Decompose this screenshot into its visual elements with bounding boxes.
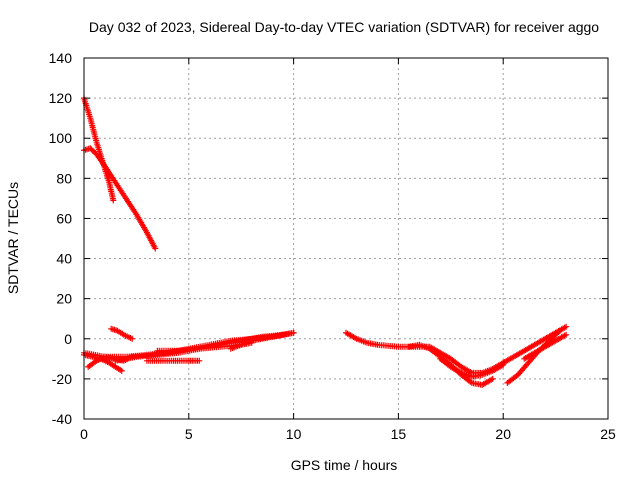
y-tick-label: 140 xyxy=(49,50,73,66)
data-point xyxy=(152,245,159,252)
series-seg-afternoon-a xyxy=(343,329,507,376)
series-seg-short-a xyxy=(108,325,136,342)
data-point xyxy=(280,331,287,338)
plot-frame xyxy=(83,57,609,420)
series-seg-morning-e xyxy=(227,331,287,352)
grid-lines xyxy=(84,58,608,419)
series-seg-morning-c xyxy=(143,357,203,364)
x-tick-label: 10 xyxy=(286,426,302,442)
x-tick-label: 0 xyxy=(80,426,88,442)
axis-ticks: 0 5 10 15 20 25 -40 -20 0 20 40 60 80 100 120 140 xyxy=(49,50,616,442)
data-point xyxy=(555,329,562,335)
data-point xyxy=(129,335,136,342)
x-tick-label: 15 xyxy=(391,426,407,442)
y-tick-label: 60 xyxy=(56,210,72,226)
data-point xyxy=(563,323,570,330)
series-seg-afternoon-c xyxy=(437,355,507,380)
x-tick-label: 5 xyxy=(185,426,193,442)
y-tick-label: 40 xyxy=(56,251,72,267)
data-point xyxy=(563,331,570,338)
y-tick-label: -40 xyxy=(52,411,72,427)
y-axis-title: SDTVAR / TECUs xyxy=(5,182,21,294)
data-layer xyxy=(81,95,570,388)
data-point xyxy=(110,197,117,204)
y-tick-label: 20 xyxy=(56,291,72,307)
x-axis-title: GPS time / hours xyxy=(291,457,398,473)
y-tick-label: 100 xyxy=(49,130,73,146)
x-tick-label: 20 xyxy=(495,426,511,442)
series-seg-evening-a xyxy=(500,323,570,366)
y-tick-label: -20 xyxy=(52,371,72,387)
y-tick-label: 80 xyxy=(56,170,72,186)
data-point xyxy=(489,375,496,382)
y-tick-label: 120 xyxy=(49,90,73,106)
y-tick-label: 0 xyxy=(64,331,72,347)
data-point xyxy=(556,327,563,334)
x-tick-label: 25 xyxy=(600,426,616,442)
data-point xyxy=(196,357,203,364)
chart-title: Day 032 of 2023, Sidereal Day-to-day VTE… xyxy=(89,19,599,35)
series-seg-evening-c xyxy=(521,331,570,362)
data-point xyxy=(290,329,297,336)
data-point xyxy=(118,367,125,374)
series-seg-decline xyxy=(81,145,159,252)
